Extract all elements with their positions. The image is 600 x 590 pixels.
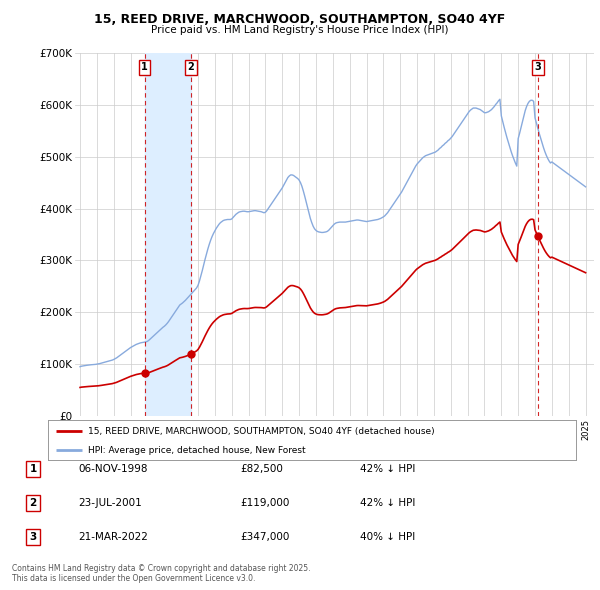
Text: 2: 2 [29,498,37,507]
Text: 1: 1 [141,62,148,72]
Text: 06-NOV-1998: 06-NOV-1998 [78,464,148,474]
Text: 3: 3 [535,62,541,72]
Text: 3: 3 [29,532,37,542]
Text: Contains HM Land Registry data © Crown copyright and database right 2025.
This d: Contains HM Land Registry data © Crown c… [12,563,311,583]
Text: 21-MAR-2022: 21-MAR-2022 [78,532,148,542]
Text: 23-JUL-2001: 23-JUL-2001 [78,498,142,507]
Text: £347,000: £347,000 [240,532,289,542]
Text: £119,000: £119,000 [240,498,289,507]
Text: HPI: Average price, detached house, New Forest: HPI: Average price, detached house, New … [88,445,305,455]
Text: 42% ↓ HPI: 42% ↓ HPI [360,464,415,474]
Bar [145,53,191,416]
Text: £82,500: £82,500 [240,464,283,474]
Text: 2: 2 [188,62,194,72]
Text: Price paid vs. HM Land Registry's House Price Index (HPI): Price paid vs. HM Land Registry's House … [151,25,449,35]
Text: 15, REED DRIVE, MARCHWOOD, SOUTHAMPTON, SO40 4YF: 15, REED DRIVE, MARCHWOOD, SOUTHAMPTON, … [94,13,506,26]
Text: 42% ↓ HPI: 42% ↓ HPI [360,498,415,507]
Text: 40% ↓ HPI: 40% ↓ HPI [360,532,415,542]
Text: 1: 1 [29,464,37,474]
Text: 15, REED DRIVE, MARCHWOOD, SOUTHAMPTON, SO40 4YF (detached house): 15, REED DRIVE, MARCHWOOD, SOUTHAMPTON, … [88,427,434,436]
